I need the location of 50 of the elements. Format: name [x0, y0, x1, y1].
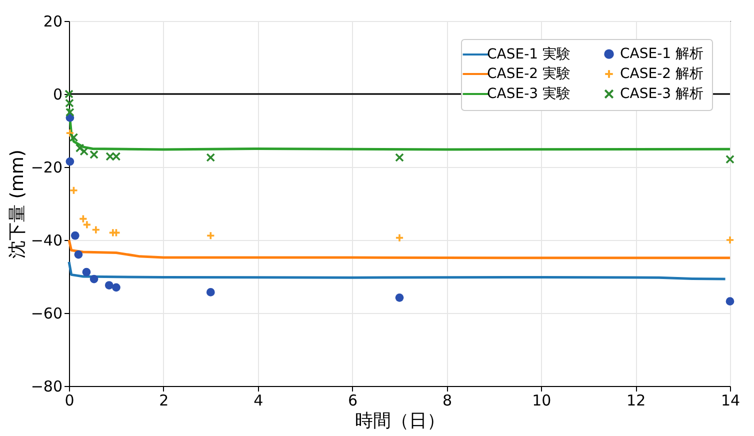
point: [395, 293, 404, 302]
y-tick-label: −40: [30, 232, 62, 250]
y-axis-title: 沈下量 (mm): [6, 150, 28, 258]
point: [70, 231, 80, 240]
point: [65, 98, 74, 108]
x-tick-label: 12: [626, 392, 646, 410]
legend-label: CASE-2 実験: [487, 66, 570, 82]
line-series: [68, 238, 732, 260]
point: [206, 288, 215, 296]
legend-label: CASE-2 解析: [620, 66, 704, 82]
line-series: [68, 107, 732, 151]
point: [75, 144, 84, 152]
y-tick-label: −60: [30, 304, 62, 322]
point: [726, 154, 734, 164]
point: [91, 225, 100, 234]
point: [112, 283, 120, 292]
y-tick-label: −80: [30, 378, 62, 396]
line-series: [68, 260, 727, 280]
x-tick-label: 2: [159, 392, 169, 410]
x-tick-label: 6: [348, 392, 358, 410]
point: [66, 157, 74, 166]
point: [90, 274, 98, 284]
point: [726, 236, 734, 244]
point: [69, 133, 78, 142]
x-tick-label: 0: [64, 392, 74, 410]
point: [206, 153, 216, 162]
x-tick-label: 14: [720, 392, 740, 410]
legend-label: CASE-1 解析: [620, 46, 704, 62]
point: [66, 108, 74, 117]
legend-label: CASE-3 解析: [620, 86, 704, 102]
point: [82, 268, 91, 276]
point: [206, 231, 216, 240]
point: [66, 128, 74, 138]
x-tick-label: 10: [532, 392, 552, 410]
x-axis-title: 時間（日）: [355, 410, 445, 432]
y-tick-label: 20: [43, 12, 62, 30]
point: [74, 250, 83, 259]
legend-label: CASE-3 実験: [487, 86, 570, 102]
x-tick-label: 4: [254, 392, 264, 410]
y-tick-label: 0: [52, 86, 62, 104]
point: [80, 146, 89, 156]
point: [395, 153, 404, 162]
x-tick-label: 8: [442, 392, 452, 410]
point: [395, 233, 404, 242]
point: [104, 281, 114, 290]
y-tick-label: −20: [30, 158, 62, 176]
point: [69, 186, 78, 195]
point: [90, 150, 98, 160]
point: [726, 297, 734, 306]
legend-label: CASE-1 実験: [487, 46, 570, 62]
